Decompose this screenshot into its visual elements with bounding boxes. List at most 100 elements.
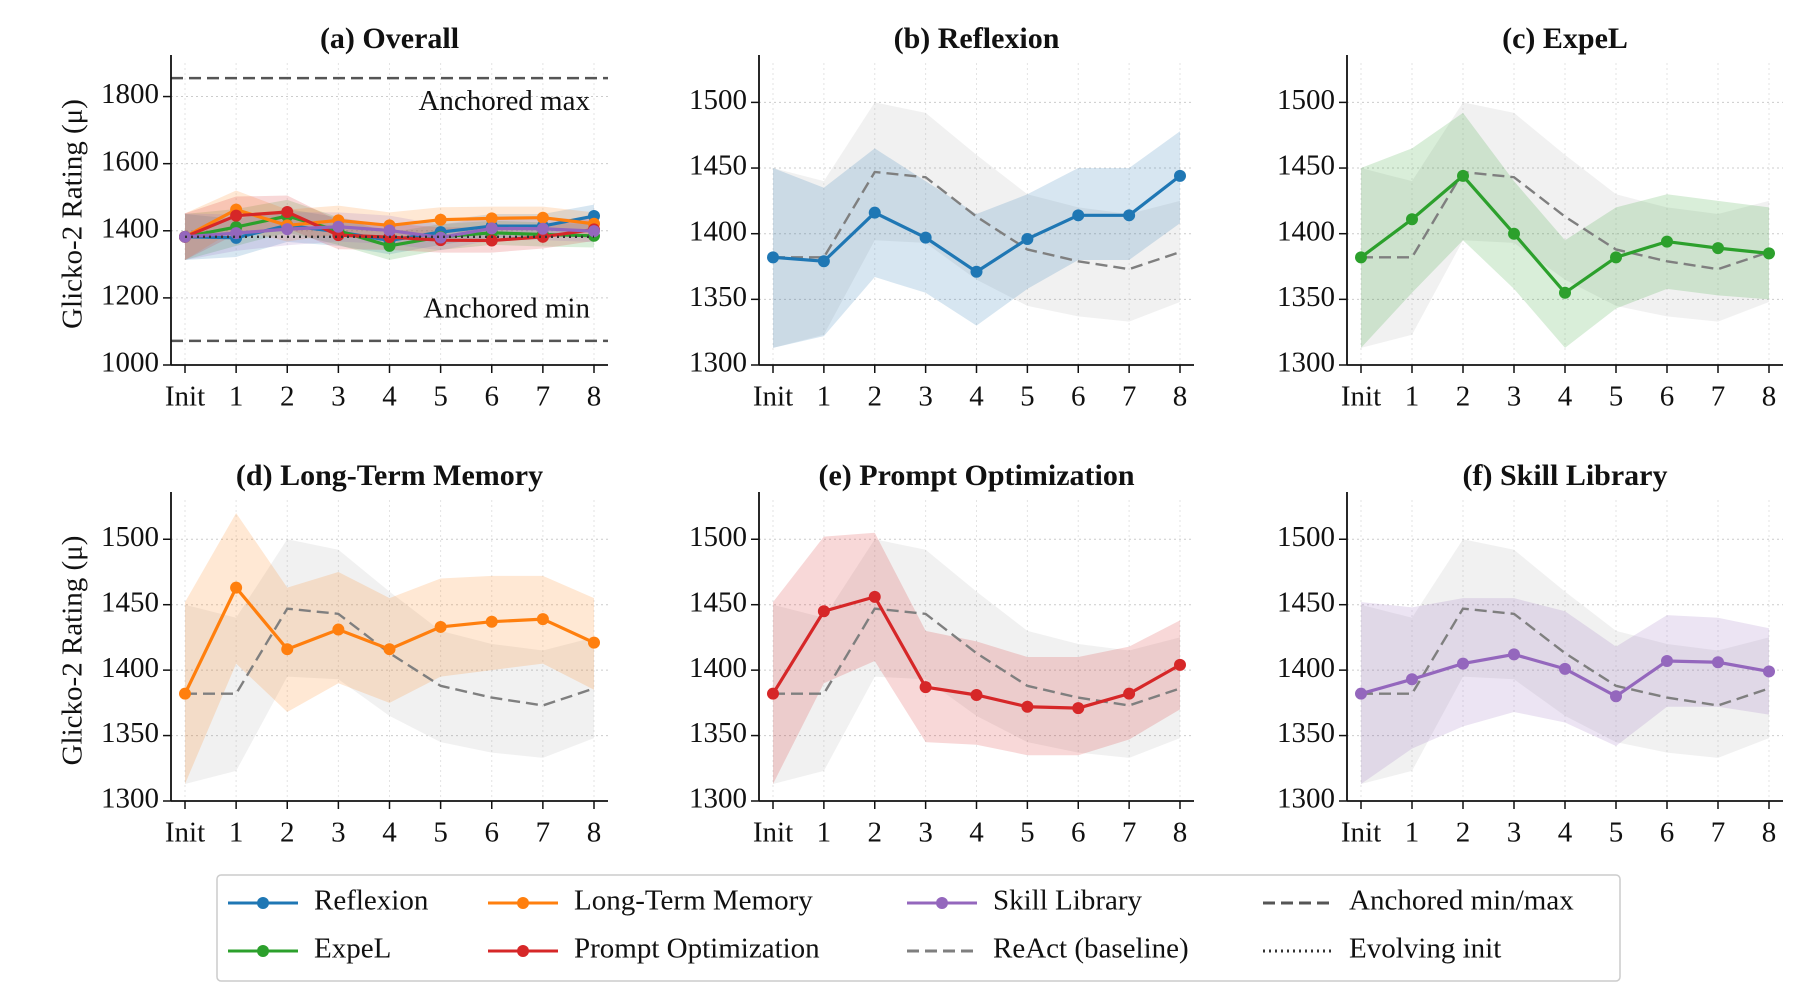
marker [1508, 227, 1520, 240]
legend-item: Skill Library [907, 885, 1143, 917]
legend-marker [517, 945, 529, 957]
y-tick-label: 1500 [1277, 521, 1335, 553]
marker [1021, 232, 1034, 245]
band [1361, 539, 1769, 784]
marker [1123, 687, 1136, 700]
x-tick-label: 6 [485, 381, 500, 413]
x-tick-label: 1 [229, 817, 244, 849]
y-tick-label: 1500 [101, 521, 159, 553]
x-tick-label: 5 [433, 381, 448, 413]
marker [536, 211, 549, 224]
x-tick-label: 2 [1456, 381, 1471, 413]
panel-title: (a) Overall [320, 22, 459, 55]
y-tick-label: 1300 [1277, 783, 1335, 815]
y-tick-label: 1500 [1277, 84, 1335, 116]
x-tick-label: 1 [1405, 381, 1420, 413]
y-tick-label: 1400 [1277, 215, 1335, 247]
legend-item: Reflexion [228, 885, 429, 917]
band [773, 102, 1180, 348]
legend-item: Long-Term Memory [488, 885, 813, 917]
marker [868, 206, 881, 219]
legend-marker [936, 897, 948, 909]
x-tick-label: 8 [1762, 817, 1777, 849]
x-tick-label: 1 [1405, 817, 1420, 849]
marker [536, 613, 549, 626]
legend-item: Anchored min/max [1263, 885, 1574, 917]
y-tick-label: 1500 [689, 84, 747, 116]
y-tick-label: 1350 [1277, 281, 1335, 313]
band [185, 539, 594, 784]
marker [1661, 654, 1673, 667]
legend-label: Long-Term Memory [574, 885, 813, 917]
panel: 1300 1350 1400 1450 1500 Init 1 2 3 4 5 6 7 8 (d) Long… [57, 459, 608, 849]
x-tick-label: 5 [1020, 381, 1035, 413]
marker [1123, 209, 1136, 222]
marker [1021, 700, 1034, 713]
marker [1457, 657, 1469, 670]
legend-marker [517, 897, 529, 909]
x-tick-label: 4 [382, 381, 397, 413]
marker [281, 643, 294, 656]
x-tick-label: 8 [587, 381, 602, 413]
y-tick-label: 1350 [1277, 717, 1335, 749]
legend-label: Reflexion [314, 885, 429, 917]
x-tick-label: Init [1341, 381, 1381, 413]
legend-label: ReAct (baseline) [993, 933, 1189, 965]
x-tick-label: 3 [331, 381, 346, 413]
y-tick-label: 1500 [689, 521, 747, 553]
marker [1174, 658, 1186, 671]
y-tick-label: 1350 [101, 717, 159, 749]
legend-item: ExpeL [228, 933, 391, 965]
x-tick-label: 4 [969, 817, 984, 849]
x-tick-label: 4 [382, 817, 397, 849]
y-tick-label: 1400 [101, 212, 159, 244]
marker [434, 213, 447, 226]
marker [817, 605, 830, 618]
x-tick-label: 8 [587, 817, 602, 849]
legend-marker [257, 945, 269, 957]
marker [1355, 687, 1367, 700]
x-tick-label: 7 [1711, 817, 1726, 849]
marker [1174, 169, 1186, 182]
x-tick-label: Init [165, 817, 205, 849]
panel: 1000 1200 1400 1600 1800 Init 1 2 3 4 5 6 7 8 Anchored… [57, 22, 608, 413]
legend-label: Evolving init [1349, 933, 1501, 965]
marker [767, 687, 779, 700]
marker [919, 681, 932, 694]
x-tick-label: 3 [918, 817, 933, 849]
x-tick-label: 7 [536, 817, 551, 849]
x-tick-label: 6 [1071, 381, 1086, 413]
x-tick-label: 8 [1173, 817, 1188, 849]
legend-label: ExpeL [314, 933, 391, 965]
reference-label: Anchored min [423, 292, 590, 324]
marker [485, 222, 498, 235]
x-tick-label: 3 [1507, 817, 1522, 849]
x-tick-label: 7 [1711, 381, 1726, 413]
band [1361, 598, 1769, 784]
marker [332, 623, 345, 636]
legend-item: ReAct (baseline) [907, 933, 1189, 965]
x-tick-label: 4 [969, 381, 984, 413]
x-tick-label: 3 [1507, 381, 1522, 413]
x-tick-label: 2 [1456, 817, 1471, 849]
legend: Reflexion ExpeL Long-Term Memory Prompt Opt… [216, 874, 1621, 982]
panel-title: (d) Long-Term Memory [236, 459, 543, 492]
marker [230, 581, 243, 594]
y-tick-label: 1400 [101, 652, 159, 684]
panel: 1300 1350 1400 1450 1500 Init 1 2 3 4 5 6 7 8 (f) Skil… [1277, 459, 1783, 849]
marker [1406, 213, 1418, 226]
band [773, 131, 1180, 348]
x-tick-label: 4 [1558, 817, 1573, 849]
marker [434, 231, 447, 244]
series-line [773, 170, 1181, 271]
marker [179, 687, 191, 700]
x-tick-label: Init [165, 381, 205, 413]
x-tick-label: 5 [1609, 817, 1624, 849]
x-tick-label: 5 [1609, 381, 1624, 413]
y-tick-label: 1000 [101, 347, 159, 379]
x-tick-label: 2 [280, 381, 295, 413]
marker [1406, 673, 1418, 686]
band [1361, 102, 1769, 348]
